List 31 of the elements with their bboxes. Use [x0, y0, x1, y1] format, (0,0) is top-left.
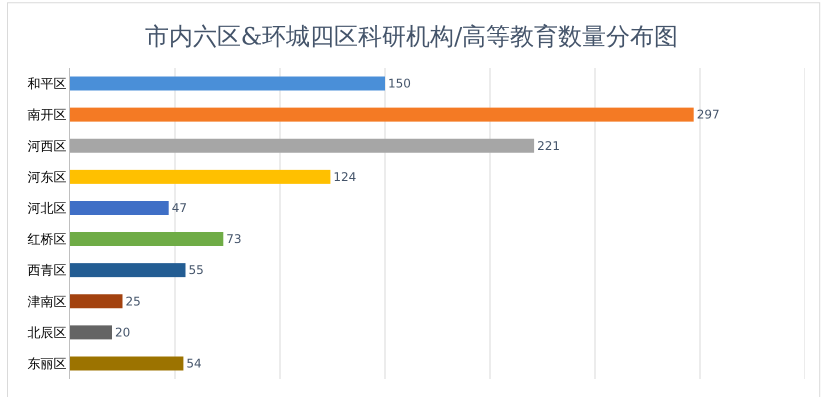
chart-title: 市内六区&环城四区科研机构/高等教育数量分布图 — [144, 22, 678, 51]
bar — [70, 356, 184, 370]
y-tick-label: 河东区 — [27, 170, 66, 186]
y-tick-label: 南开区 — [27, 108, 66, 124]
data-label: 124 — [333, 170, 356, 184]
bar — [70, 76, 385, 91]
data-label: 55 — [188, 263, 204, 278]
data-label: 221 — [537, 138, 560, 153]
bar — [70, 294, 122, 308]
data-label: 20 — [115, 325, 130, 340]
bar — [70, 232, 224, 246]
data-label: 73 — [226, 232, 242, 246]
data-label: 54 — [186, 356, 202, 370]
y-tick-label: 红桥区 — [27, 232, 66, 248]
bar — [70, 325, 112, 340]
y-tick-label: 北辰区 — [27, 326, 66, 341]
data-label: 297 — [696, 108, 720, 122]
bar — [70, 108, 694, 122]
bar — [70, 170, 330, 184]
data-label: 25 — [126, 294, 141, 308]
y-tick-label: 西青区 — [27, 264, 66, 279]
data-label: 47 — [172, 200, 187, 215]
y-tick-label: 津南区 — [27, 294, 66, 310]
data-label: 150 — [388, 76, 411, 91]
y-tick-label: 河西区 — [27, 139, 66, 154]
bar — [70, 138, 534, 153]
y-tick-label: 河北区 — [27, 202, 66, 216]
y-tick-label: 和平区 — [27, 77, 66, 92]
y-tick-label: 东丽区 — [27, 357, 66, 372]
bar — [70, 263, 186, 278]
bar — [70, 200, 169, 215]
